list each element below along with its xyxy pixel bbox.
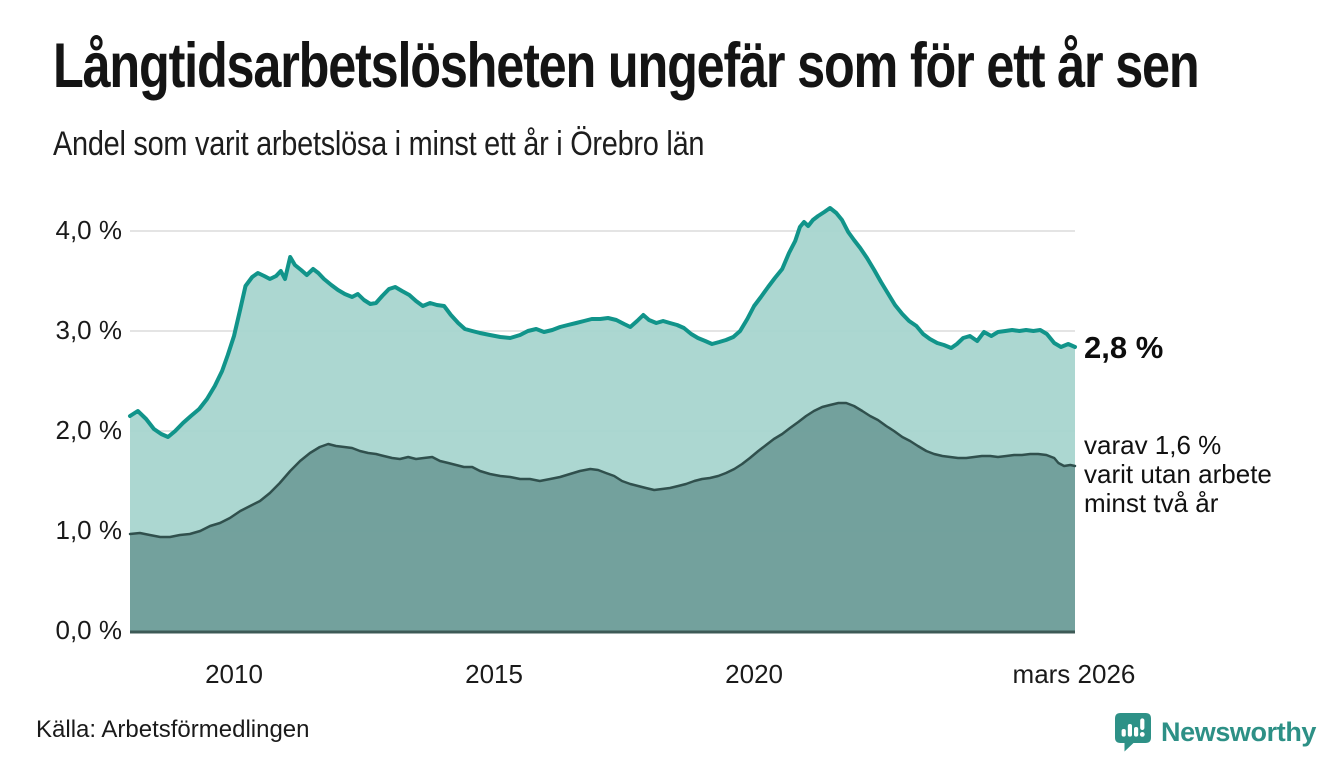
y-tick-label: 3,0 % bbox=[55, 315, 123, 345]
secondary-annotation-line: varav 1,6 % bbox=[1084, 430, 1222, 460]
page-title: Långtidsarbetslösheten ungefär som för e… bbox=[53, 31, 1200, 101]
source-label: Källa: Arbetsförmedlingen bbox=[36, 716, 310, 743]
x-tick-label: 2020 bbox=[725, 659, 784, 689]
newsworthy-icon bbox=[1114, 712, 1152, 752]
x-tick-label: 2015 bbox=[465, 659, 523, 689]
area-two-years bbox=[130, 403, 1075, 631]
newsworthy-wordmark: Newsworthy bbox=[1161, 716, 1317, 747]
newsworthy-logo[interactable]: Newsworthy bbox=[1114, 712, 1316, 752]
line-two-years bbox=[128, 401, 1077, 539]
y-tick-label: 0,0 % bbox=[55, 615, 123, 645]
chart-subtitle: Andel som varit arbetslösa i minst ett å… bbox=[53, 125, 705, 163]
secondary-annotation-line: minst två år bbox=[1084, 488, 1219, 518]
x-tick-label: mars 2026 bbox=[1012, 659, 1136, 689]
y-tick-label: 1,0 % bbox=[55, 515, 123, 545]
current-value-label: 2,8 % bbox=[1084, 330, 1164, 365]
y-tick-label: 4,0 % bbox=[55, 215, 123, 245]
secondary-value-annotation: varav 1,6 % varit utan arbete minst två år bbox=[1084, 431, 1272, 518]
secondary-annotation-line: varit utan arbete bbox=[1084, 459, 1272, 489]
x-tick-label: 2010 bbox=[205, 659, 263, 689]
y-tick-label: 2,0 % bbox=[55, 415, 123, 445]
line-one-year bbox=[128, 206, 1077, 439]
